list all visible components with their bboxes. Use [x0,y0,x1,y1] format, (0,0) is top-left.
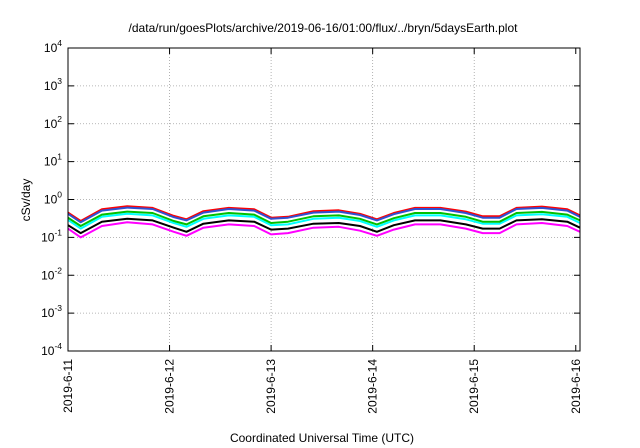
axis-ticks [67,47,580,352]
series-layer [67,205,581,239]
x-tick-label: 2019-6-16 [569,359,583,414]
y-tick-exponent: 4 [57,38,62,48]
y-tick-exponent: -1 [54,227,62,237]
y-tick-base: 10 [41,344,55,358]
y-tick-base: 10 [41,306,55,320]
series-line-6 [67,206,581,224]
y-tick-label: 102 [44,114,62,131]
y-tick-base: 10 [41,268,55,282]
x-tick-labels: 2019-6-11 2019-6-12 2019-6-13 2019-6-14 2019… [61,359,583,414]
chart-title: /data/run/goesPlots/archive/2019-06-16/0… [129,21,519,35]
y-tick-label: 100 [44,190,62,207]
y-tick-exponent: 3 [57,76,62,86]
x-tick-label: 2019-6-14 [366,359,380,414]
series-line-2 [67,217,581,235]
y-tick-exponent: -3 [54,303,62,313]
y-tick-exponent: 2 [57,114,62,124]
y-tick-label: 103 [44,76,62,93]
y-tick-label: 104 [44,38,62,55]
y-tick-label: 10-3 [41,303,62,320]
x-tick-label: 2019-6-15 [467,359,481,414]
y-tick-label: 10-1 [41,227,62,244]
y-tick-label: 10-2 [41,265,62,282]
x-tick-label: 2019-6-12 [163,359,177,414]
y-axis-label: cSv/day [19,179,33,222]
y-tick-label: 101 [44,152,62,169]
y-tick-exponent: 1 [57,152,62,162]
y-tick-base: 10 [44,117,58,131]
y-tick-base: 10 [44,41,58,55]
series-line-4 [67,210,581,227]
y-tick-base: 10 [41,230,55,244]
y-tick-base: 10 [44,193,58,207]
y-tick-exponent: 0 [57,190,62,200]
x-axis-label: Coordinated Universal Time (UTC) [230,431,414,445]
series-line-1 [67,221,581,239]
series-line-5 [67,205,581,222]
y-tick-base: 10 [44,79,58,93]
y-tick-base: 10 [44,155,58,169]
x-tick-label: 2019-6-11 [61,359,75,413]
x-tick-label: 2019-6-13 [264,359,278,414]
y-tick-label: 10-4 [41,341,62,358]
grid [68,48,580,351]
y-tick-exponent: -2 [54,265,62,275]
series-line-3 [67,212,581,230]
y-tick-exponent: -4 [54,341,62,351]
